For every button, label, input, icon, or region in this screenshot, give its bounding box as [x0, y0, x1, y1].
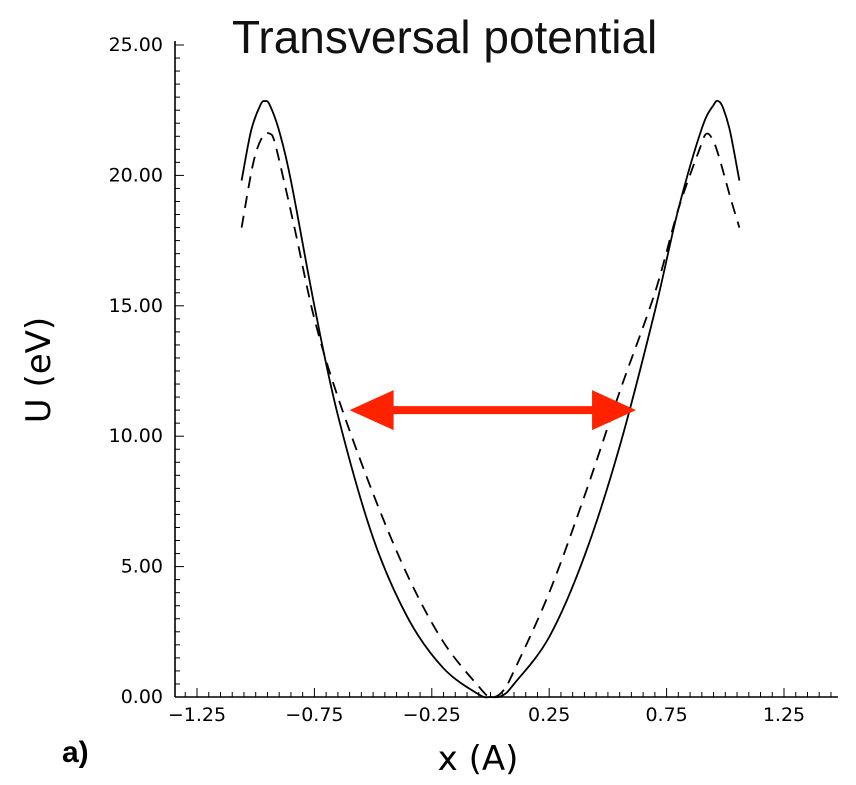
arrow-head-left	[349, 390, 394, 431]
panel-label: a)	[62, 736, 89, 769]
y-tick-label: 25.00	[109, 34, 163, 56]
arrow-head-right	[592, 390, 637, 431]
x-axis-label: x (A)	[438, 739, 519, 779]
series-dashed-line	[240, 131, 741, 699]
x-tick-label: 0.25	[528, 704, 570, 726]
y-tick-label: 15.00	[109, 295, 163, 317]
y-axis-label: U (eV)	[19, 317, 59, 423]
x-tick-label: 1.25	[763, 704, 805, 726]
y-tick-label: 5.00	[121, 556, 163, 578]
x-tick-label: −0.75	[285, 704, 343, 726]
y-tick-label: 10.00	[109, 425, 163, 447]
x-tick-label: −1.25	[168, 704, 226, 726]
chart-title: Transversal potential	[232, 11, 658, 63]
y-tick-label: 20.00	[109, 164, 163, 186]
y-tick-label: 0.00	[121, 686, 163, 708]
x-tick-label: −0.25	[403, 704, 461, 726]
x-tick-label: 0.75	[645, 704, 687, 726]
series-solid-line	[240, 99, 741, 699]
